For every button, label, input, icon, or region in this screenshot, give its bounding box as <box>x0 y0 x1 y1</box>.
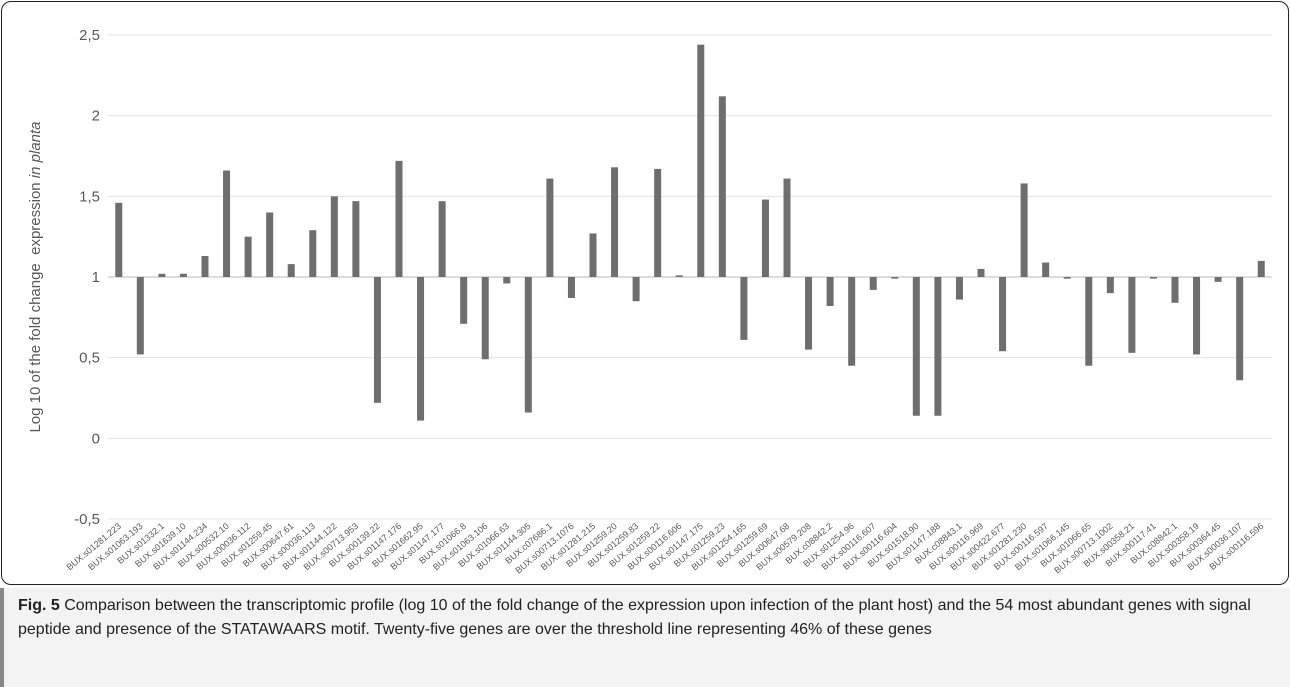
bar <box>524 277 532 413</box>
y-tick-label: 1,5 <box>79 188 100 205</box>
bar <box>352 201 360 277</box>
y-axis-title: Log 10 of the fold change expression in … <box>27 121 44 432</box>
bar <box>244 236 252 277</box>
bar <box>1085 277 1093 366</box>
bar <box>611 167 619 277</box>
bar <box>675 275 683 277</box>
bar <box>740 277 748 340</box>
bar <box>460 277 468 324</box>
bar <box>1063 277 1071 279</box>
bar <box>266 212 274 277</box>
bar <box>1020 183 1028 277</box>
bar <box>1193 277 1201 355</box>
bar <box>546 178 554 277</box>
bar <box>934 277 942 416</box>
bar <box>632 277 640 302</box>
y-tick-label: 1 <box>92 269 100 286</box>
bar <box>697 44 705 278</box>
bar <box>1171 277 1179 303</box>
bar <box>848 277 856 366</box>
bar <box>654 168 662 277</box>
bar <box>136 277 144 355</box>
bar <box>115 202 123 277</box>
bar <box>309 230 317 277</box>
caption-label: Fig. 5 <box>18 597 60 614</box>
bar <box>1042 262 1050 277</box>
figure-frame <box>1 1 1289 585</box>
bar <box>201 256 209 277</box>
y-tick-label: 0,5 <box>79 350 100 367</box>
bar <box>891 277 899 279</box>
bar <box>783 178 791 277</box>
bar <box>417 277 425 421</box>
bar <box>179 273 187 277</box>
bar <box>955 277 963 300</box>
bar <box>589 233 597 277</box>
bar <box>1128 277 1136 353</box>
bar <box>287 264 295 277</box>
y-tick-label: 2,5 <box>79 27 100 44</box>
bar <box>503 277 511 284</box>
bar <box>977 268 985 277</box>
bar <box>999 277 1007 352</box>
bar <box>223 170 231 277</box>
caption: Fig. 5 Comparison between the transcript… <box>0 588 1290 687</box>
bar <box>826 277 834 307</box>
bar <box>1257 260 1265 277</box>
bar <box>761 199 769 277</box>
caption-text: Comparison between the transcriptomic pr… <box>18 597 1251 638</box>
bar <box>1236 277 1244 381</box>
bar <box>438 201 446 277</box>
bar <box>567 277 575 298</box>
y-tick-label: 2 <box>92 108 100 125</box>
y-tick-label: 0 <box>92 430 100 447</box>
bar <box>869 277 877 290</box>
y-axis-title-main: Log 10 of the fold change expression <box>27 178 44 432</box>
bar <box>373 277 381 403</box>
bar <box>805 277 813 350</box>
bar <box>481 277 489 360</box>
y-tick-label: -0,5 <box>74 511 100 528</box>
chart: Log 10 of the fold change expression in … <box>27 27 1272 575</box>
bar <box>1106 277 1114 294</box>
bar <box>1214 277 1222 282</box>
bar <box>1149 277 1157 279</box>
y-axis-title-italic: in planta <box>27 121 44 178</box>
bar <box>158 273 166 277</box>
bar <box>330 196 338 277</box>
bar <box>718 96 726 277</box>
bar <box>395 160 403 277</box>
bar <box>912 277 920 416</box>
